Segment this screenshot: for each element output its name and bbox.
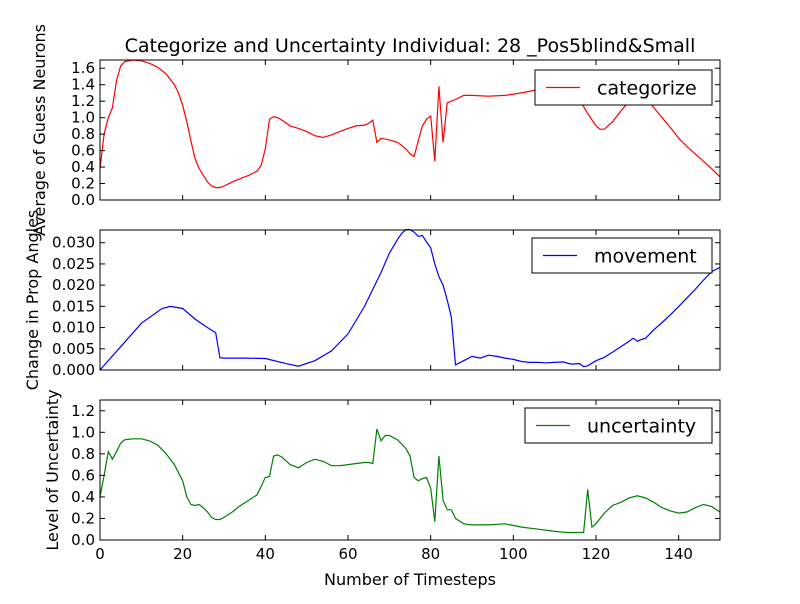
y-tick-label: 0.8 [71, 445, 95, 463]
x-axis-label: Number of Timesteps [324, 570, 496, 589]
y-axis-label: Change in Prop Angles [23, 210, 42, 391]
x-tick-label: 40 [256, 545, 275, 563]
y-tick-label: 0.2 [71, 509, 95, 527]
y-tick-label: 0.020 [52, 276, 95, 294]
y-tick-label: 0.025 [52, 255, 95, 273]
y-tick-label: 0.0 [71, 531, 95, 549]
plot-frame [99, 59, 721, 201]
chart-title: Categorize and Uncertainty Individual: 2… [125, 35, 696, 57]
x-tick-label: 20 [173, 545, 192, 563]
series-line-categorize [99, 59, 721, 189]
y-tick-label: 0.010 [52, 319, 95, 337]
series-line-movement [99, 229, 721, 371]
panel-1: 0.00.20.40.60.81.01.21.41.6 Average of Gu… [30, 24, 721, 236]
y-tick-label: 0.4 [71, 488, 95, 506]
x-tick-label: 60 [338, 545, 357, 563]
y-tick-label: 0.4 [71, 158, 95, 176]
y-tick-label: 1.4 [71, 76, 95, 94]
y-tick-label: 1.2 [71, 92, 95, 110]
y-tick-label: 1.2 [71, 402, 95, 420]
legend: categorize [534, 69, 713, 106]
y-axis-label: Average of Guess Neurons [30, 24, 49, 236]
x-tick-label: 0 [95, 545, 105, 563]
y-tick-label: 1.0 [71, 109, 95, 127]
plot-frame [99, 399, 721, 541]
y-tick-label: 1.0 [71, 423, 95, 441]
legend: movement [531, 237, 713, 274]
y-tick-label: 0.015 [52, 297, 95, 315]
y-tick-label: 0.030 [52, 234, 95, 252]
legend-label-uncertainty: uncertainty [587, 416, 696, 438]
panel-3: 0.0 0.2 0.4 0.6 0.8 1.0 1.2 0 20 40 60 80 100 120 140 L… [43, 389, 721, 563]
y-tick-label: 0.8 [71, 125, 95, 143]
y-tick-label: 0.2 [71, 175, 95, 193]
x-tick-label: 80 [421, 545, 440, 563]
legend-label-categorize: categorize [597, 78, 697, 100]
y-tick-label: 0.6 [71, 466, 95, 484]
y-tick-label: 0.0 [71, 191, 95, 209]
x-tick-label: 100 [499, 545, 528, 563]
panel-2: 0.000 0.005 0.010 0.015 0.020 0.025 0.030 Chang… [23, 210, 721, 391]
y-axis-label: Level of Uncertainty [43, 389, 62, 550]
y-tick-label: 0.000 [52, 361, 95, 379]
legend-label-movement: movement [594, 246, 697, 268]
y-tick-label: 1.6 [71, 59, 95, 77]
legend: uncertainty [524, 407, 713, 444]
series-line-uncertainty [99, 428, 721, 534]
x-tick-label: 140 [664, 545, 693, 563]
y-tick-label: 0.6 [71, 142, 95, 160]
x-tick-label: 120 [582, 545, 611, 563]
plot-frame [99, 229, 721, 371]
y-tick-label: 0.005 [52, 340, 95, 358]
